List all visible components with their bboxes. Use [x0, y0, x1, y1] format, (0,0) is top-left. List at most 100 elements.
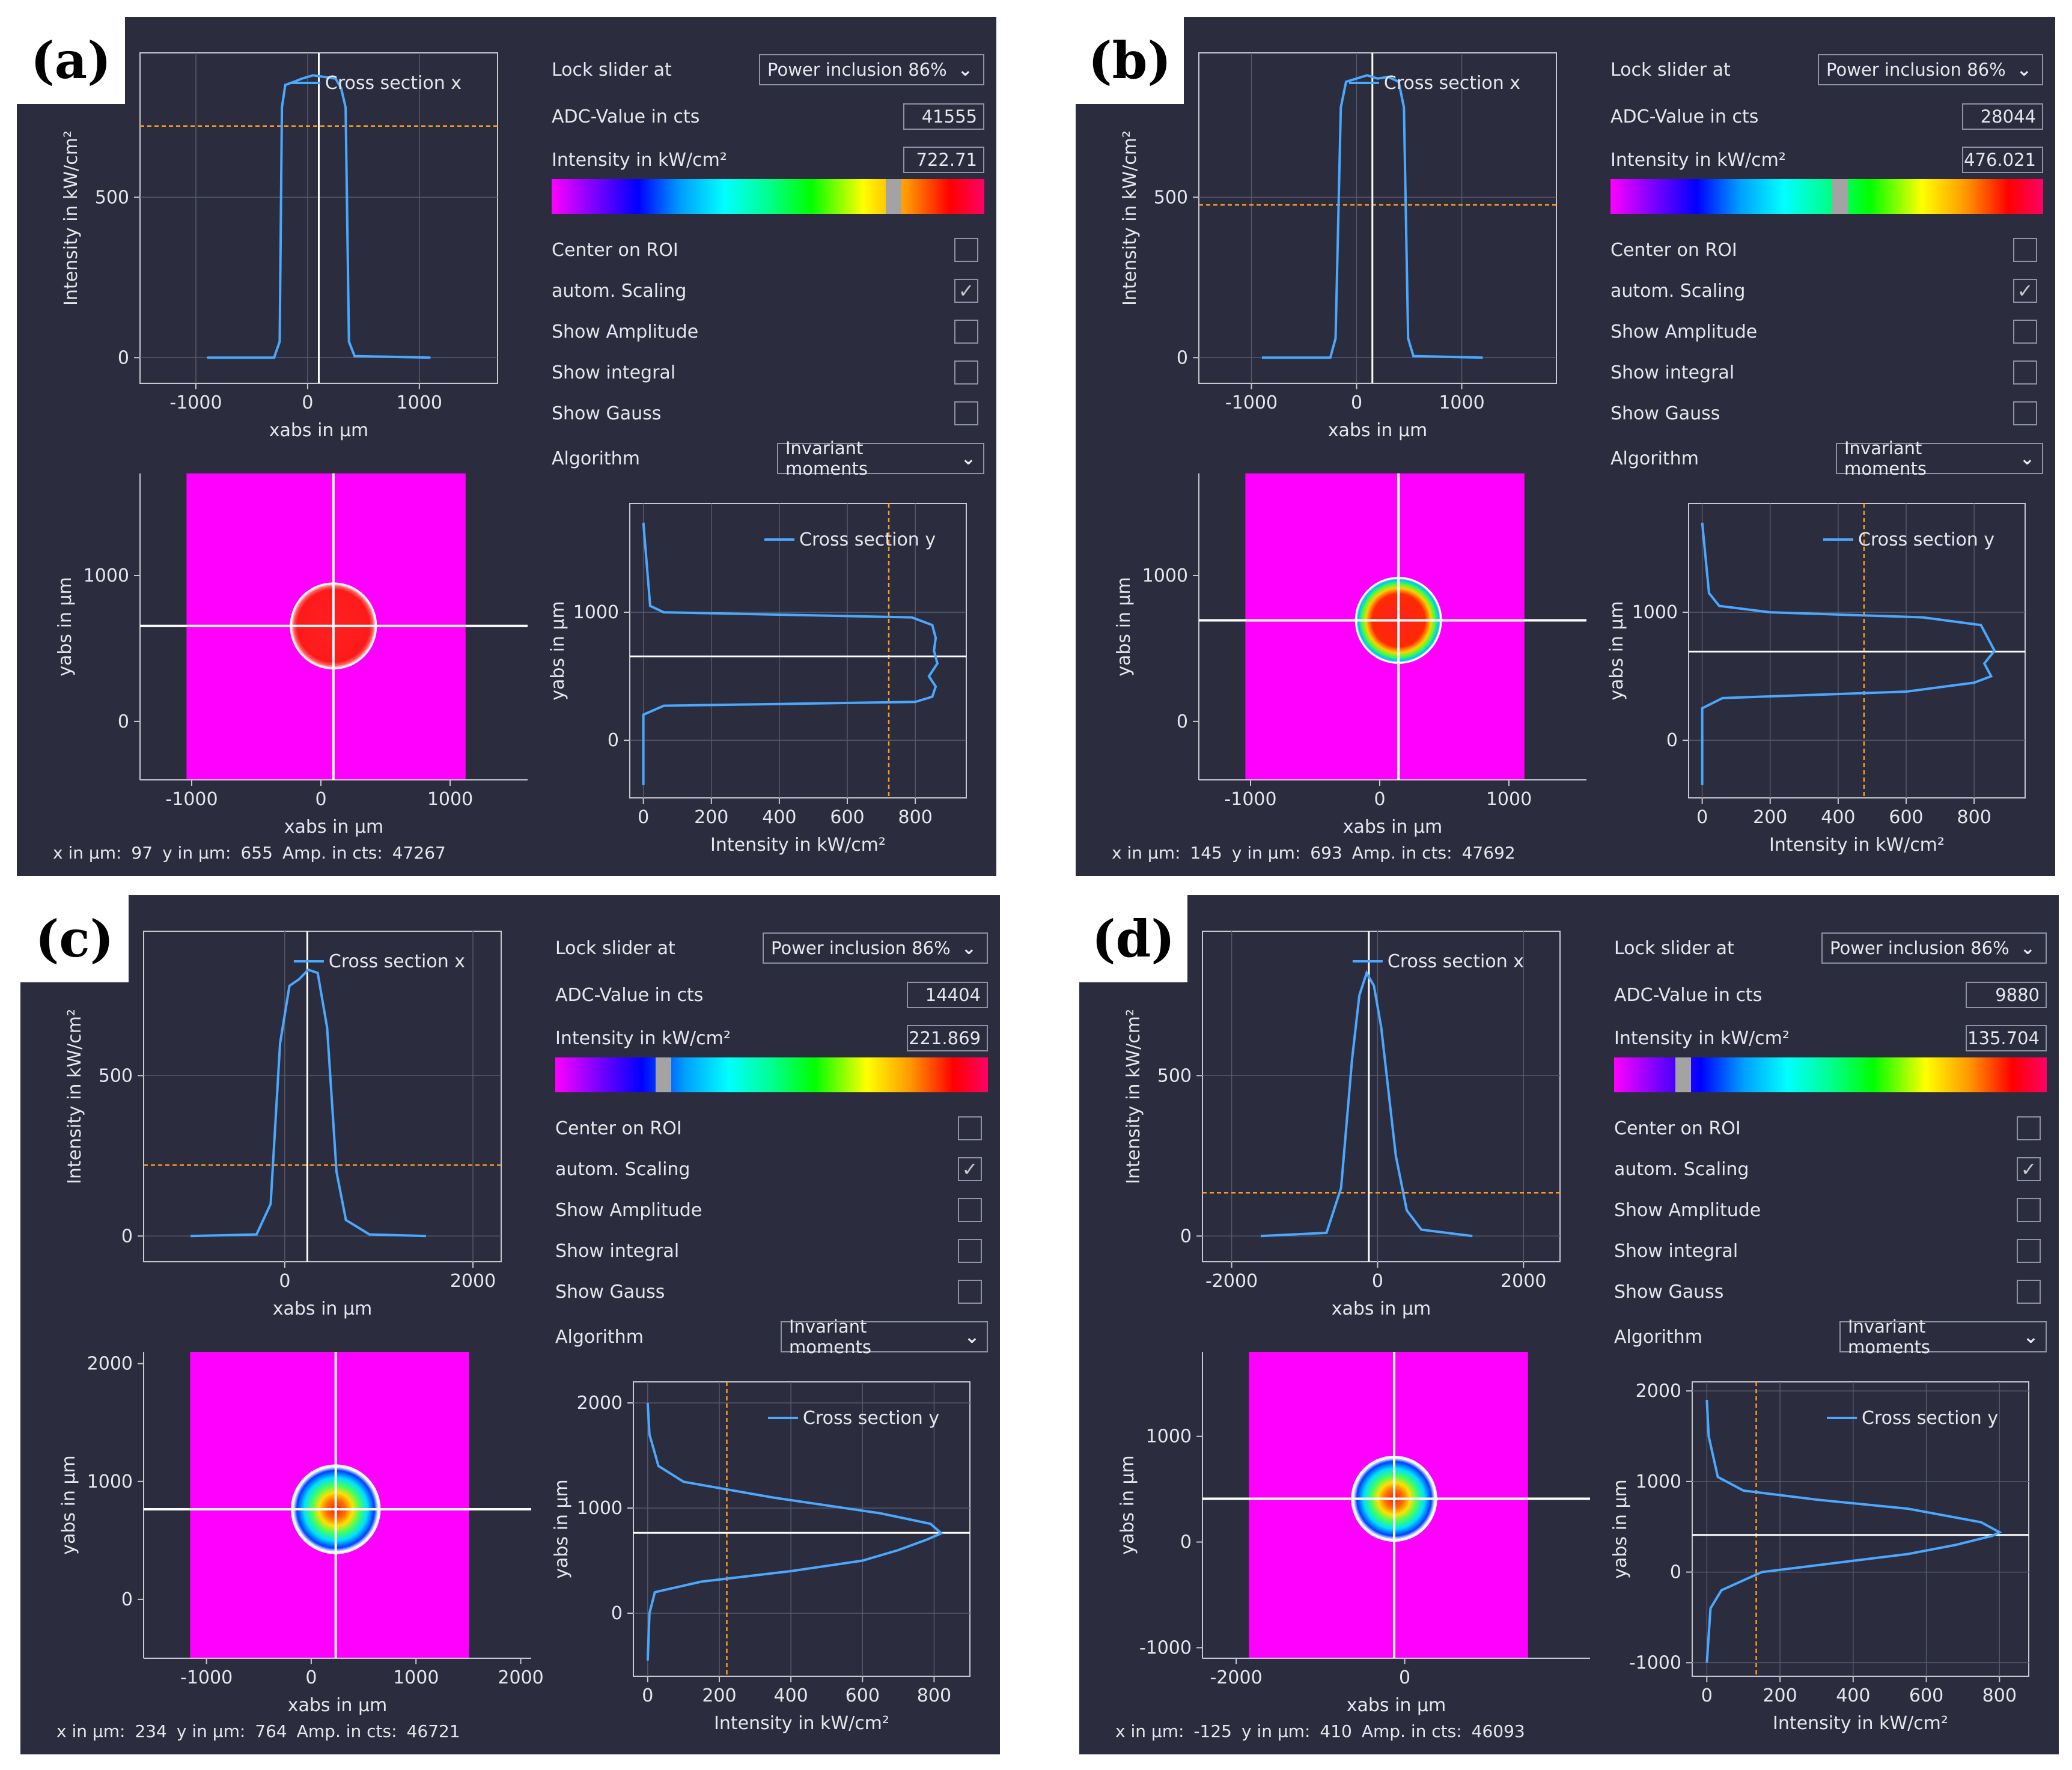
adc-row: ADC-Value in cts 28044 [1610, 100, 2043, 133]
lock-slider-dropdown[interactable]: Power inclusion 86% ⌄ [763, 932, 988, 964]
y-tick-label: 1000 [573, 602, 619, 623]
y-tick-label: 500 [1157, 1065, 1192, 1086]
y-axis-label: yabs in µm [1610, 1479, 1631, 1579]
beam-image-plot[interactable]: -1000 0 1000 2000 0 1000 2000 xabs in µm yabs in… [38, 1340, 543, 1724]
center-on-roi-checkbox[interactable] [2013, 238, 2037, 262]
show-amplitude-checkbox[interactable] [2017, 1198, 2041, 1222]
center-on-roi-checkbox[interactable] [958, 1116, 982, 1140]
auto-scaling-checkbox[interactable]: ✓ [2017, 1157, 2041, 1181]
checkmark-icon: ✓ [2017, 279, 2034, 302]
y-axis-label: yabs in µm [1114, 577, 1135, 677]
y-value: 693 [1310, 843, 1342, 863]
plot-frame [1692, 1381, 2029, 1677]
algorithm-dropdown[interactable]: Invariant moments ⌄ [781, 1316, 988, 1357]
show-gauss-checkbox[interactable] [2013, 401, 2037, 425]
show-integral-row: Show integral [552, 356, 984, 389]
colorbar-slider-handle[interactable] [1675, 1057, 1692, 1092]
show-integral-checkbox[interactable] [2017, 1239, 2041, 1263]
intensity-value-field[interactable]: 722.71 [903, 147, 984, 173]
x-label: x in µm: [53, 843, 122, 863]
y-value: 764 [255, 1721, 287, 1741]
y-axis-label: Intensity in kW/cm² [61, 130, 82, 306]
algorithm-dropdown[interactable]: Invariant moments ⌄ [777, 438, 984, 479]
adc-label: ADC-Value in cts [1614, 984, 1763, 1006]
x-tick-label: 800 [898, 807, 933, 828]
colorbar-slider[interactable] [555, 1057, 988, 1092]
adc-value-field[interactable]: 28044 [1962, 103, 2043, 130]
plot-frame [1198, 52, 1557, 384]
adc-value-field[interactable]: 41555 [903, 103, 984, 130]
cross-section-x-plot: -2000 0 2000 0 500 xabs in µm Intensity in kW/… [1097, 913, 1578, 1328]
show-gauss-label: Show Gauss [552, 403, 662, 424]
intensity-value-field[interactable]: 135.704 [1966, 1025, 2047, 1051]
show-amplitude-checkbox[interactable] [954, 320, 978, 344]
show-integral-checkbox[interactable] [958, 1239, 982, 1263]
auto-scaling-checkbox[interactable]: ✓ [2013, 279, 2037, 303]
colorbar-slider[interactable] [552, 179, 984, 214]
auto-scaling-checkbox[interactable]: ✓ [954, 279, 978, 303]
amp-label: Amp. in cts: [296, 1721, 397, 1741]
auto-scaling-row: autom. Scaling ✓ [552, 274, 984, 308]
x-value: -125 [1193, 1721, 1232, 1741]
y-axis-label: yabs in µm [55, 577, 76, 677]
lock-slider-value: Power inclusion 86% [1826, 59, 2006, 80]
show-amplitude-label: Show Amplitude [555, 1199, 702, 1221]
lock-slider-dropdown[interactable]: Power inclusion 86% ⌄ [759, 54, 984, 85]
show-amplitude-checkbox[interactable] [958, 1198, 982, 1222]
show-integral-checkbox[interactable] [954, 360, 978, 385]
x-label: x in µm: [1115, 1721, 1184, 1741]
algorithm-dropdown[interactable]: Invariant moments ⌄ [1839, 1316, 2047, 1357]
colorbar-slider-handle[interactable] [1832, 179, 1848, 214]
x-tick-label: 0 [302, 392, 313, 413]
intensity-value-field[interactable]: 221.869 [907, 1025, 988, 1051]
adc-value-field[interactable]: 14404 [907, 982, 988, 1008]
settings-pane: Lock slider at Power inclusion 86% ⌄ ADC-Va… [1602, 913, 2047, 1357]
x-axis-label: xabs in µm [1328, 420, 1428, 441]
center-on-roi-checkbox[interactable] [954, 238, 978, 262]
plot-frame [629, 503, 967, 798]
auto-scaling-checkbox[interactable]: ✓ [958, 1157, 982, 1181]
x-tick-label: 200 [702, 1685, 736, 1706]
show-gauss-checkbox[interactable] [2017, 1280, 2041, 1304]
beam-image-plot[interactable]: -1000 0 1000 0 1000 xabs in µm yabs in µm [35, 461, 540, 846]
algorithm-dropdown[interactable]: Invariant moments ⌄ [1836, 438, 2043, 479]
plot-frame [143, 931, 502, 1262]
show-integral-checkbox[interactable] [2013, 360, 2037, 385]
checkmark-icon: ✓ [961, 1158, 978, 1181]
show-gauss-checkbox[interactable] [958, 1280, 982, 1304]
beam-image-plot[interactable]: -2000 0 -1000 0 1000 xabs in µm yabs in µm [1097, 1340, 1602, 1724]
x-tick-label: 800 [917, 1685, 951, 1706]
x-tick-label: 800 [1957, 807, 1991, 828]
x-tick-label: 0 [638, 807, 649, 828]
colorbar-slider[interactable] [1614, 1057, 2047, 1092]
x-axis-label: xabs in µm [273, 1298, 373, 1319]
center-on-roi-checkbox[interactable] [2017, 1116, 2041, 1140]
show-amplitude-checkbox[interactable] [2013, 320, 2037, 344]
adc-value-field[interactable]: 9880 [1966, 982, 2047, 1008]
checkmark-icon: ✓ [958, 279, 975, 302]
lock-slider-dropdown[interactable]: Power inclusion 86% ⌄ [1821, 932, 2047, 964]
y-axis-label: yabs in µm [1606, 601, 1627, 701]
show-gauss-checkbox[interactable] [954, 401, 978, 425]
show-integral-label: Show integral [1614, 1240, 1738, 1262]
intensity-value-field[interactable]: 476.021 [1962, 147, 2043, 173]
chevron-down-icon: ⌄ [964, 1326, 980, 1348]
algorithm-value: Invariant moments [1848, 1316, 1930, 1357]
y-tick-label: 0 [1177, 711, 1188, 732]
y-axis-label: Intensity in kW/cm² [64, 1009, 85, 1184]
lock-slider-value: Power inclusion 86% [767, 59, 947, 80]
show-gauss-label: Show Gauss [555, 1281, 665, 1303]
y-axis-label: Intensity in kW/cm² [1123, 1009, 1144, 1184]
x-label: x in µm: [56, 1721, 126, 1741]
cross-section-x-svg: 0 2000 0 500 xabs in µm Intensity in kW/cm² Cr… [64, 931, 502, 1319]
colorbar-slider-handle[interactable] [885, 179, 901, 214]
chevron-down-icon: ⌄ [2019, 448, 2035, 469]
lock-slider-label: Lock slider at [552, 59, 672, 81]
colorbar-slider-handle[interactable] [656, 1057, 671, 1092]
settings-pane: Lock slider at Power inclusion 86% ⌄ ADC-Va… [543, 913, 988, 1357]
colorbar-slider[interactable] [1610, 179, 2043, 214]
lock-slider-dropdown[interactable]: Power inclusion 86% ⌄ [1818, 54, 2043, 85]
panel-b: (b) Lock slider at Power inclusion 86% ⌄ ADC… [1076, 17, 2055, 876]
beam-image-plot[interactable]: -1000 0 1000 0 1000 xabs in µm yabs in µm [1094, 461, 1598, 846]
y-label: y in µm: [162, 843, 231, 863]
